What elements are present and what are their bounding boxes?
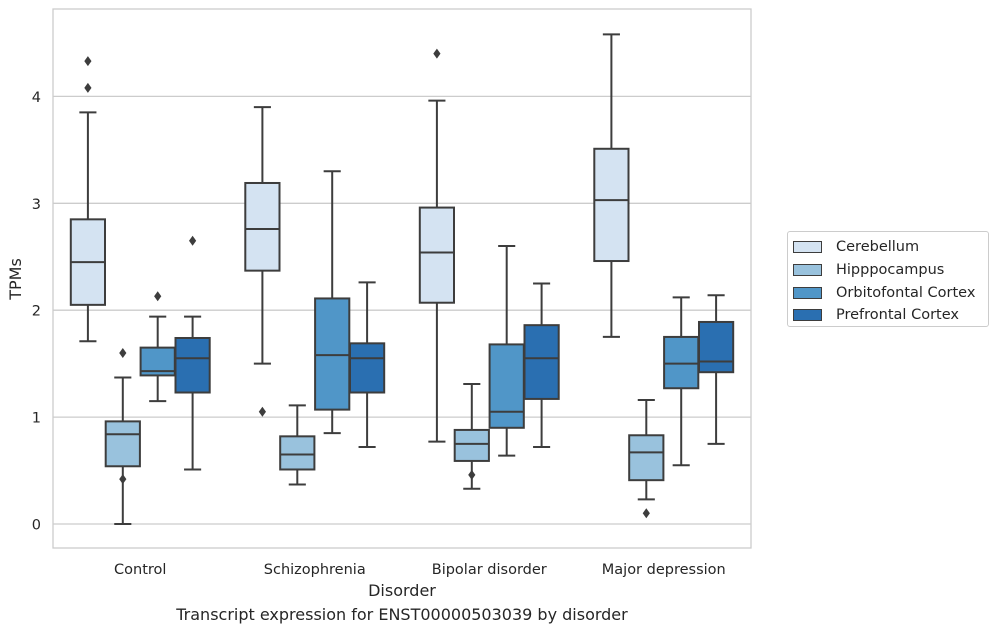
box-orbitofontal-cortex <box>139 291 176 403</box>
legend-item: Prefrontal Cortex <box>793 304 988 327</box>
box-prefrontal-cortex <box>523 282 560 449</box>
legend-item: Hipppocampus <box>793 259 988 282</box>
iqr-box <box>314 297 351 411</box>
y-tick-label: 4 <box>32 90 41 106</box>
x-tick-label: Major depression <box>602 562 726 578</box>
outlier-point <box>119 474 127 485</box>
outlier-point <box>258 406 266 417</box>
box-cerebellum <box>69 56 107 343</box>
outlier-point <box>84 56 92 67</box>
y-axis-ticks: 0 1 2 3 4 <box>32 90 41 534</box>
legend-swatch <box>793 286 822 299</box>
iqr-box <box>279 435 316 471</box>
legend-swatch <box>793 309 822 322</box>
box-hipppocampus <box>104 347 141 525</box>
iqr-box <box>663 335 700 390</box>
iqr-box <box>418 206 456 304</box>
box-hipppocampus <box>453 382 490 490</box>
y-tick-label: 2 <box>32 304 41 320</box>
iqr-box <box>244 181 281 272</box>
outlier-point <box>189 235 197 246</box>
chart-caption: Transcript expression for ENST0000050303… <box>176 605 628 624</box>
outlier-point <box>84 82 92 93</box>
box-prefrontal-cortex <box>697 294 735 445</box>
x-tick-label: Schizophrenia <box>264 562 366 578</box>
box-orbitofontal-cortex <box>663 296 700 467</box>
y-tick-label: 1 <box>32 411 41 427</box>
x-axis-ticks: Control Schizophrenia Bipolar disorder Majo… <box>114 562 726 578</box>
box-orbitofontal-cortex <box>488 245 525 457</box>
iqr-box <box>453 428 490 462</box>
box-cerebellum <box>244 106 281 417</box>
legend-swatch <box>793 264 822 277</box>
box-cerebellum <box>418 48 456 443</box>
box-prefrontal-cortex <box>174 235 211 471</box>
box-groups <box>69 33 735 525</box>
iqr-box <box>174 336 211 394</box>
legend: Cerebellum Hipppocampus Orbitofontal Corte… <box>787 231 989 327</box>
legend-label: Cerebellum <box>836 239 920 256</box>
x-tick-label: Bipolar disorder <box>432 562 547 578</box>
legend-label: Orbitofontal Cortex <box>836 284 976 301</box>
plot-frame <box>52 8 752 549</box>
legend-label: Prefrontal Cortex <box>836 307 959 324</box>
iqr-box <box>697 320 735 374</box>
grid-lines <box>53 95 751 525</box>
box-cerebellum <box>593 33 630 338</box>
legend-swatch <box>793 241 822 254</box>
outlier-point <box>433 48 441 59</box>
y-axis-label: TPMs <box>6 258 25 301</box>
outlier-point <box>468 469 476 480</box>
x-axis-label: Disorder <box>368 581 436 600</box>
y-tick-label: 0 <box>32 518 41 534</box>
box-hipppocampus <box>628 398 665 519</box>
iqr-box <box>348 342 386 394</box>
legend-label: Hipppocampus <box>836 262 945 279</box>
box-prefrontal-cortex <box>348 281 386 449</box>
iqr-box <box>523 324 560 400</box>
outlier-point <box>154 291 162 302</box>
box-hipppocampus <box>279 404 316 486</box>
iqr-box <box>628 434 665 482</box>
legend-item: Orbitofontal Cortex <box>793 281 988 304</box>
outlier-point <box>642 508 650 519</box>
outlier-point <box>119 347 127 358</box>
iqr-box <box>488 343 525 429</box>
x-tick-label: Control <box>114 562 166 578</box>
legend-item: Cerebellum <box>793 236 988 259</box>
iqr-box <box>104 420 141 468</box>
box-orbitofontal-cortex <box>314 170 351 435</box>
y-tick-label: 3 <box>32 197 41 213</box>
iqr-box <box>593 147 630 263</box>
